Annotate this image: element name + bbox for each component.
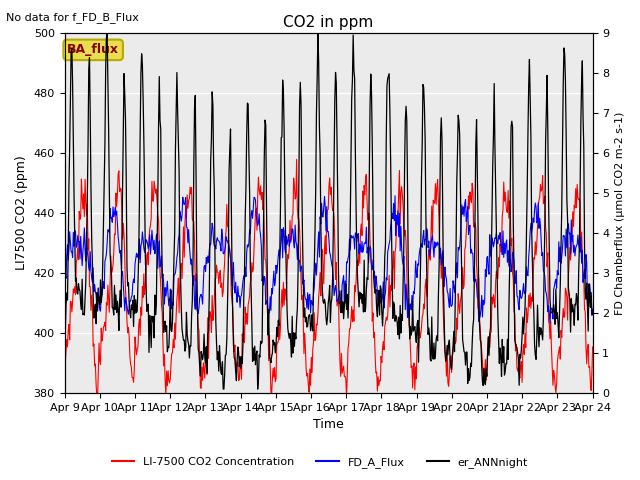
Y-axis label: FD Chamberflux (μmol CO2 m-2 s-1): FD Chamberflux (μmol CO2 m-2 s-1) bbox=[615, 111, 625, 314]
Legend: LI-7500 CO2 Concentration, FD_A_Flux, er_ANNnight: LI-7500 CO2 Concentration, FD_A_Flux, er… bbox=[108, 452, 532, 472]
X-axis label: Time: Time bbox=[313, 419, 344, 432]
Title: CO2 in ppm: CO2 in ppm bbox=[284, 15, 374, 30]
Text: BA_flux: BA_flux bbox=[67, 43, 119, 56]
Y-axis label: LI7500 CO2 (ppm): LI7500 CO2 (ppm) bbox=[15, 156, 28, 270]
Text: No data for f_FD_B_Flux: No data for f_FD_B_Flux bbox=[6, 12, 140, 23]
